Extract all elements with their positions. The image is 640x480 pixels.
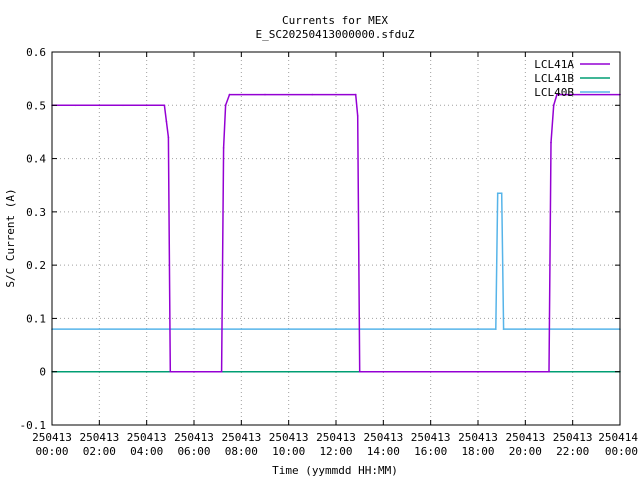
x-tick-date: 250413 [505,431,545,444]
x-tick-date: 250414 [598,431,638,444]
x-tick-date: 250413 [411,431,451,444]
x-tick-time: 00:00 [35,445,68,458]
x-tick-date: 250413 [363,431,403,444]
x-tick-date: 250413 [79,431,119,444]
x-tick-time: 22:00 [556,445,589,458]
y-tick-label: 0.5 [26,99,46,112]
x-tick-time: 00:00 [605,445,638,458]
plot-frame [51,51,621,426]
data-point-lcl41a [356,115,359,117]
x-tick-time: 04:00 [130,445,163,458]
data-point-lcl40b [495,328,497,330]
legend-label: LCL41A [534,58,574,71]
data-point-lcl41a [228,93,231,96]
legend-label: LCL41B [534,72,574,85]
x-tick-date: 250413 [32,431,72,444]
data-point-lcl41a [222,147,225,149]
data-point-lcl41a [145,104,148,107]
x-tick-date: 250413 [269,431,309,444]
data-point-lcl41a [311,93,314,96]
data-point-lcl41a [163,104,166,107]
data-point-lcl40b [496,192,499,194]
x-tick-time: 10:00 [272,445,305,458]
data-point-lcl41a [354,93,357,96]
y-tick-label: 0.6 [26,46,46,59]
data-point-lcl41a [224,104,227,107]
data-point-lcl41a [122,104,124,107]
data-point-lcl41a [165,120,168,123]
series-line-lcl40b [52,192,620,330]
data-point-lcl40b [500,192,503,194]
grid-lines [52,52,620,425]
x-tick-time: 18:00 [461,445,494,458]
data-point-lcl41a [548,370,550,373]
data-point-lcl41a [220,370,223,373]
x-tick-date: 250413 [316,431,356,444]
x-tick-time: 14:00 [367,445,400,458]
axis-ticks: -0.100.10.20.30.40.50.625041300:00250413… [20,46,639,458]
x-tick-date: 250413 [553,431,593,444]
data-point-lcl41a [98,104,101,107]
x-tick-date: 250413 [458,431,498,444]
data-point-lcl41a [358,370,361,373]
x-tick-time: 02:00 [83,445,116,458]
x-tick-time: 06:00 [177,445,210,458]
y-tick-label: 0.1 [26,312,46,325]
data-point-lcl40b [502,328,505,330]
y-tick-label: 0.2 [26,259,46,272]
chart-title: Currents for MEX [282,14,388,27]
x-tick-time: 08:00 [225,445,258,458]
data-point-lcl41a [556,93,558,96]
y-tick-label: 0.4 [26,153,46,166]
plot-series [51,93,621,373]
x-tick-date: 250413 [127,431,167,444]
data-point-lcl41a [167,136,170,139]
x-tick-time: 20:00 [509,445,542,458]
y-axis-label: S/C Current (A) [4,188,17,287]
x-tick-time: 16:00 [414,445,447,458]
data-point-lcl41a [552,104,555,107]
y-tick-label: -0.1 [20,419,47,432]
data-point-lcl41a [264,93,266,96]
y-tick-label: 0 [39,366,46,379]
x-tick-date: 250413 [221,431,261,444]
chart-subtitle: E_SC20250413000000.sfduZ [256,28,415,41]
data-point-lcl41a [550,141,552,144]
legend-label: LCL40B [534,86,574,99]
x-axis-label: Time (yymmdd HH:MM) [272,464,398,477]
y-tick-label: 0.3 [26,206,46,219]
data-point-lcl41a [74,104,77,107]
data-point-lcl41a [169,370,172,373]
x-tick-time: 12:00 [319,445,352,458]
x-tick-date: 250413 [174,431,214,444]
